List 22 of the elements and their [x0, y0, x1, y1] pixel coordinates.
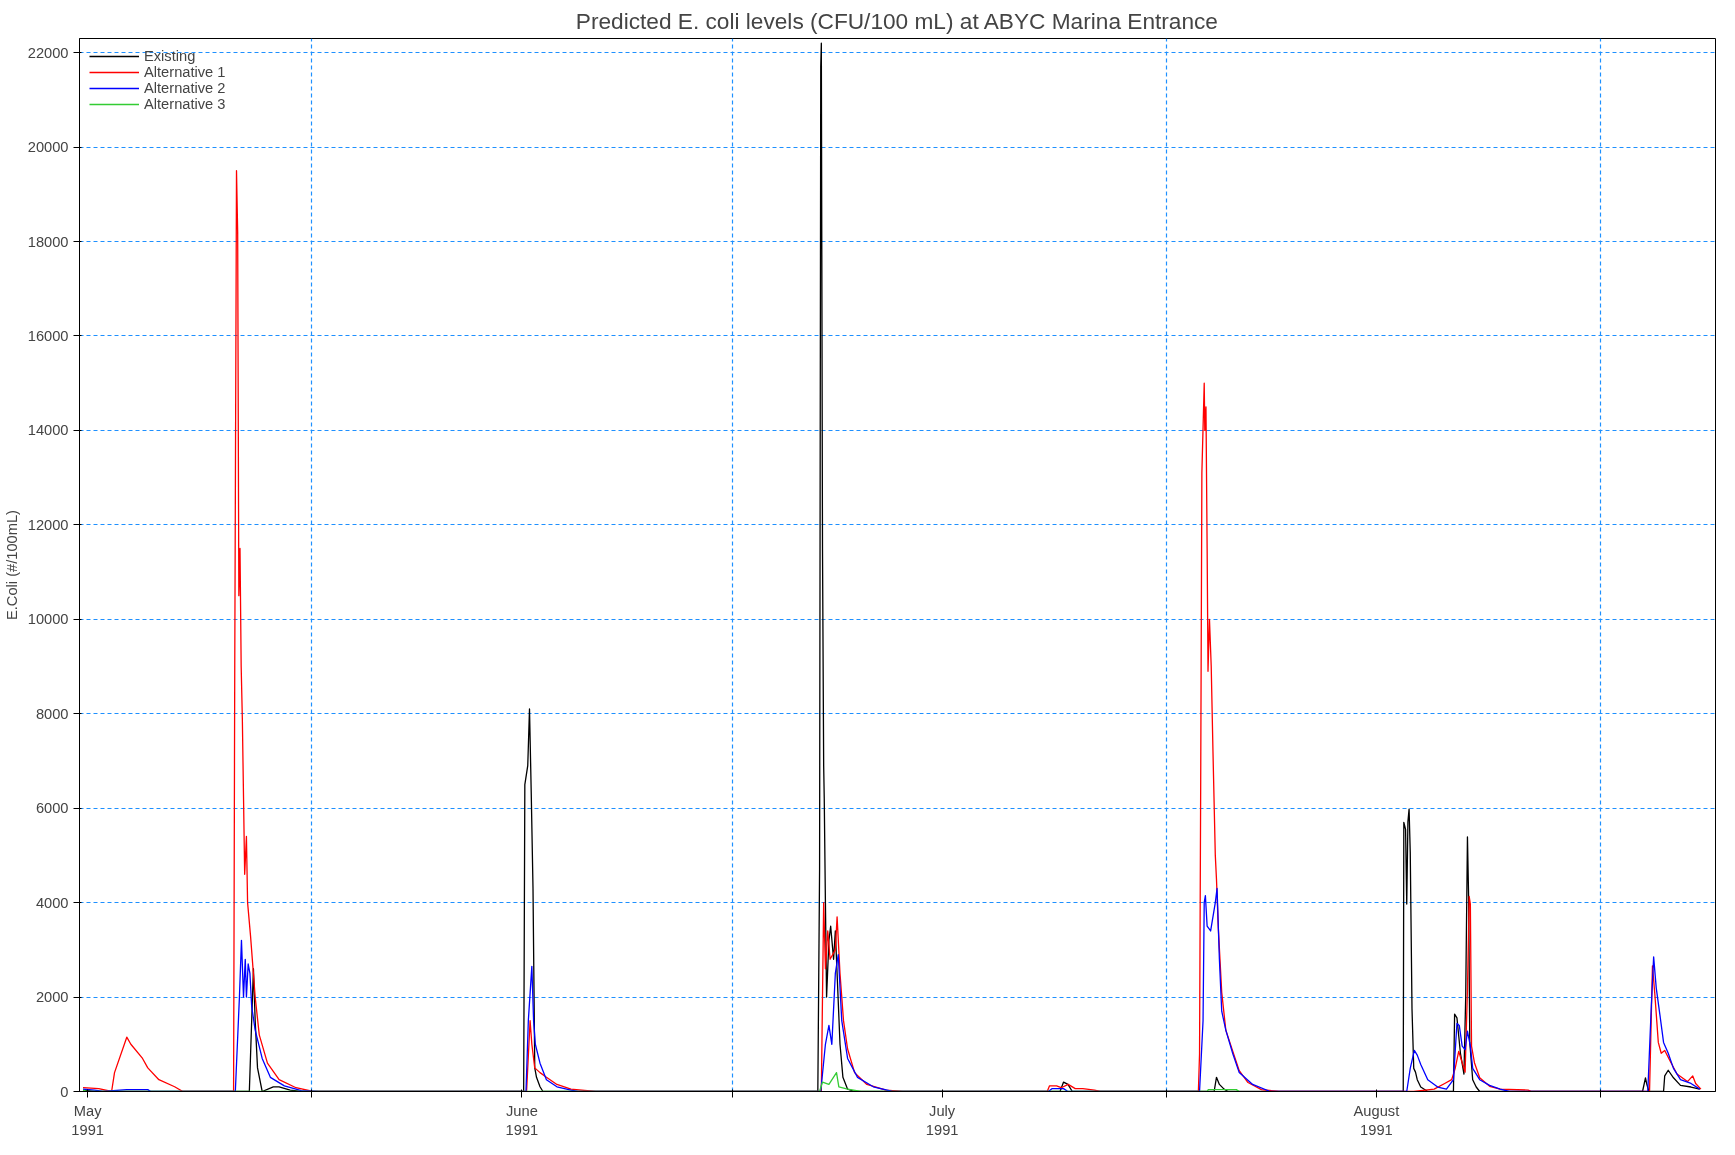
y-tick-label: 16000 [27, 327, 69, 344]
y-axis-title: E.Coli (#/100mL) [3, 510, 20, 620]
y-tick-label: 8000 [35, 705, 69, 722]
legend-label: Alternative 2 [144, 80, 226, 96]
chart-title: Predicted E. coli levels (CFU/100 mL) at ABYC Marina Entrance [575, 7, 1218, 34]
y-tick-label: 18000 [27, 233, 69, 250]
y-tick-label: 12000 [27, 516, 69, 533]
legend-label: Existing [144, 48, 196, 64]
x-tick-label: July 1991 [925, 1102, 959, 1138]
legend-label: Alternative 3 [144, 96, 226, 112]
x-tick-label: June 1991 [505, 1102, 539, 1138]
y-tick-label: 10000 [27, 611, 69, 628]
y-tick-label: 2000 [35, 989, 69, 1006]
x-tick-label: May 1991 [71, 1102, 104, 1138]
x-tick-label: August 1991 [1353, 1102, 1400, 1138]
y-tick-label: 22000 [27, 44, 69, 61]
y-tick-label: 0 [60, 1083, 69, 1100]
legend-label: Alternative 1 [144, 64, 226, 80]
y-tick-label: 4000 [35, 894, 69, 911]
y-tick-label: 20000 [27, 139, 69, 156]
y-tick-label: 14000 [27, 422, 69, 439]
y-tick-label: 6000 [35, 800, 69, 817]
